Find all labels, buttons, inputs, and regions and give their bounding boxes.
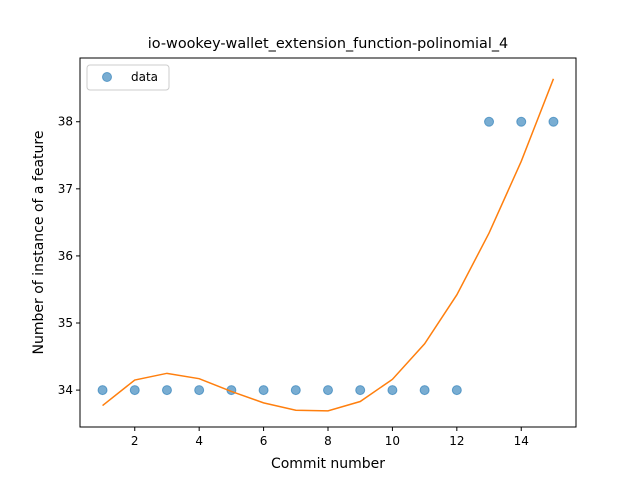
- legend-marker-data: [102, 72, 112, 82]
- x-tick-label: 6: [260, 434, 268, 448]
- y-tick-label: 38: [58, 115, 73, 129]
- data-point: [258, 385, 269, 396]
- data-point: [548, 116, 559, 127]
- x-tick-label: 2: [131, 434, 139, 448]
- y-tick-label: 34: [58, 383, 73, 397]
- x-tick-label: 4: [195, 434, 203, 448]
- data-point: [516, 116, 527, 127]
- x-tick-label: 8: [324, 434, 332, 448]
- legend: data: [86, 64, 170, 91]
- data-point: [355, 385, 366, 396]
- x-axis: 2 4 6 8 10 12 14: [131, 427, 529, 448]
- legend-entry-data: data: [131, 70, 158, 84]
- fit-line: [102, 78, 555, 412]
- data-point: [451, 385, 462, 396]
- y-tick-label: 36: [58, 249, 73, 263]
- data-point: [129, 385, 140, 396]
- data-point: [387, 385, 398, 396]
- x-tick-label: 10: [385, 434, 400, 448]
- data-point: [323, 385, 333, 396]
- data-point: [419, 385, 430, 396]
- data-point: [290, 385, 301, 396]
- y-axis: 34 35 36 37 38: [58, 115, 80, 397]
- x-tick-label: 14: [514, 434, 529, 448]
- y-tick-label: 35: [58, 316, 73, 330]
- data-point: [484, 116, 495, 127]
- plot-area: [97, 78, 559, 412]
- y-tick-label: 37: [58, 182, 73, 196]
- y-axis-label: Number of instance of a feature: [31, 131, 47, 355]
- data-point: [97, 385, 108, 396]
- chart-title: io-wookey-wallet_extension_function-poli…: [148, 36, 508, 52]
- legend-box: [86, 64, 170, 91]
- x-axis-label: Commit number: [271, 456, 385, 472]
- data-point: [194, 385, 205, 396]
- data-point: [161, 385, 172, 396]
- x-tick-label: 12: [449, 434, 464, 448]
